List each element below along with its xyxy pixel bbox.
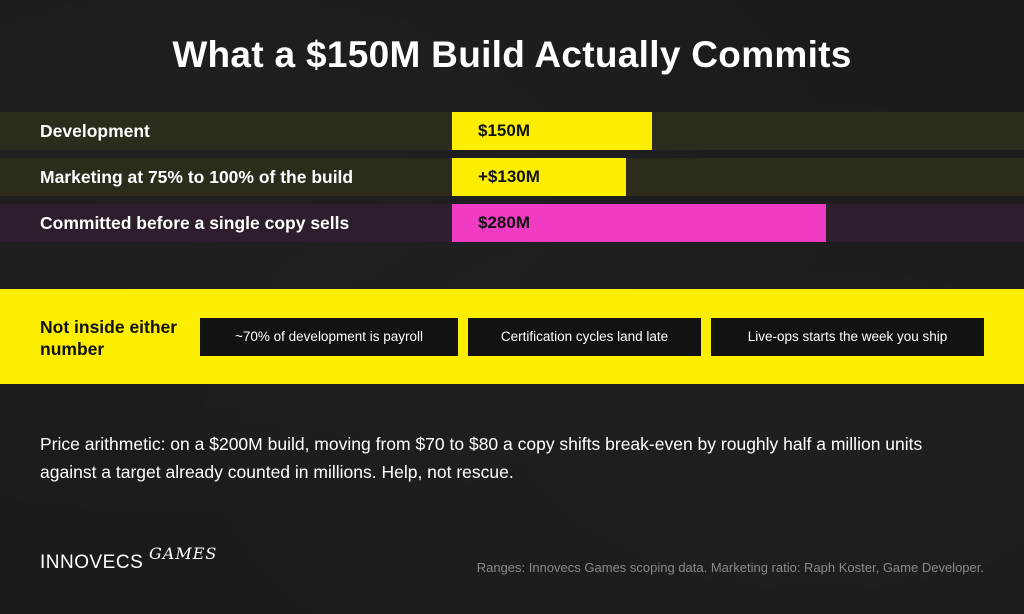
- category-label: Development: [40, 121, 150, 141]
- chip-payroll: ~70% of development is payroll: [200, 318, 458, 356]
- price-arithmetic-text: Price arithmetic: on a $200M build, movi…: [40, 434, 923, 482]
- band-title: Not inside either number: [40, 317, 178, 359]
- row-marketing: Marketing at 75% to 100% of the build +$…: [0, 158, 1024, 196]
- data-label: $150M: [478, 121, 530, 140]
- category-label: Committed before a single copy sells: [40, 213, 350, 233]
- chip-live-ops: Live-ops starts the week you ship: [711, 318, 984, 356]
- exclusions-band: Not inside either number ~70% of develop…: [0, 289, 1024, 384]
- logo-wordmark: INNOVECS: [40, 552, 144, 573]
- category-label: Marketing at 75% to 100% of the build: [40, 167, 354, 187]
- source-note: Ranges: Innovecs Games scoping data. Mar…: [476, 560, 984, 575]
- bar-development: $150M: [452, 112, 653, 150]
- data-label: $280M: [478, 213, 530, 232]
- row-committed: Committed before a single copy sells $28…: [0, 204, 1024, 242]
- chip-certification: Certification cycles land late: [468, 318, 701, 356]
- chart-title: What a $150M Build Actually Commits: [172, 34, 852, 75]
- logo-script: GAMES: [149, 544, 218, 563]
- bar-marketing: +$130M: [452, 158, 626, 196]
- bar-committed: $280M: [452, 204, 826, 242]
- row-development: Development $150M: [0, 112, 1024, 150]
- data-label: +$130M: [478, 167, 540, 186]
